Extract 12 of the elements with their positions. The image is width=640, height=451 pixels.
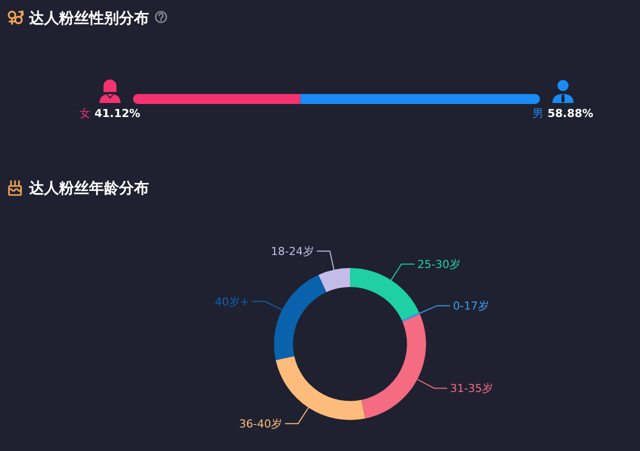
text: 达人粉丝年龄分布	[28, 179, 149, 197]
text: 女	[80, 107, 91, 120]
chart-title: 达人粉丝性别分布	[28, 9, 149, 27]
slice-label: 18-24岁	[270, 245, 314, 258]
slice-label: 40岁+	[214, 295, 250, 308]
slice-label: 25-30岁	[417, 258, 460, 272]
slice-label: 0-17岁	[452, 300, 489, 313]
data-label: 41.12%	[90, 107, 140, 120]
series-label: 男	[532, 107, 544, 120]
data-label: 58.88%	[544, 107, 594, 120]
slice-label: 31-35岁	[450, 382, 494, 396]
slice-label: 36-40岁	[239, 418, 282, 431]
